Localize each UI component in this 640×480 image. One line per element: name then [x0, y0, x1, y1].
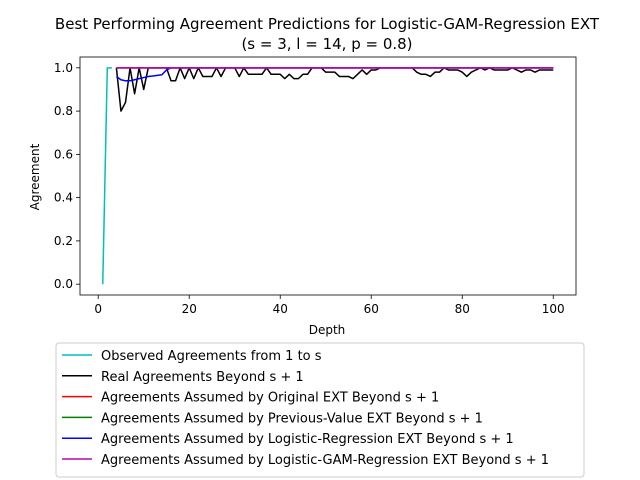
y-tick-label: 0.2	[54, 234, 73, 248]
y-tick-label: 0.6	[54, 147, 73, 161]
legend-label: Agreements Assumed by Logistic-GAM-Regre…	[101, 453, 549, 468]
x-tick-label: 100	[542, 302, 565, 316]
plot-lines	[102, 67, 554, 285]
y-tick-label: 0.8	[54, 104, 73, 118]
y-axis-label: Agreement	[28, 143, 42, 210]
x-tick-label: 60	[364, 302, 379, 316]
legend-label: Observed Agreements from 1 to s	[101, 349, 322, 364]
series-line-4	[115, 67, 554, 82]
series-line-0	[102, 67, 112, 285]
x-tick-label: 80	[455, 302, 470, 316]
y-tick-label: 0.0	[54, 277, 73, 291]
legend: Observed Agreements from 1 to s Real Agre…	[55, 342, 585, 478]
x-tick-label: 20	[182, 302, 197, 316]
plot-frame	[79, 56, 577, 296]
legend-label: Agreements Assumed by Previous-Value EXT…	[101, 411, 483, 426]
y-tick-label: 0.4	[54, 191, 73, 205]
legend-label: Agreements Assumed by Logistic-Regressio…	[101, 432, 514, 447]
chart-subtitle: (s = 3, l = 14, p = 0.8)	[241, 35, 412, 53]
chart-title: Best Performing Agreement Predictions fo…	[55, 15, 600, 33]
legend-box	[55, 342, 585, 478]
x-tick-label: 40	[273, 302, 288, 316]
series-line-1	[115, 67, 554, 112]
legend-label: Real Agreements Beyond s + 1	[101, 370, 304, 385]
x-axis-label: Depth	[309, 323, 346, 337]
plot-axes: 0 20 40 60 80 100 0.0 0.2 0.4 0.6 0.8 1.0	[54, 61, 565, 316]
x-tick-label: 0	[94, 302, 102, 316]
legend-label: Agreements Assumed by Original EXT Beyon…	[101, 391, 439, 406]
y-tick-label: 1.0	[54, 61, 73, 75]
